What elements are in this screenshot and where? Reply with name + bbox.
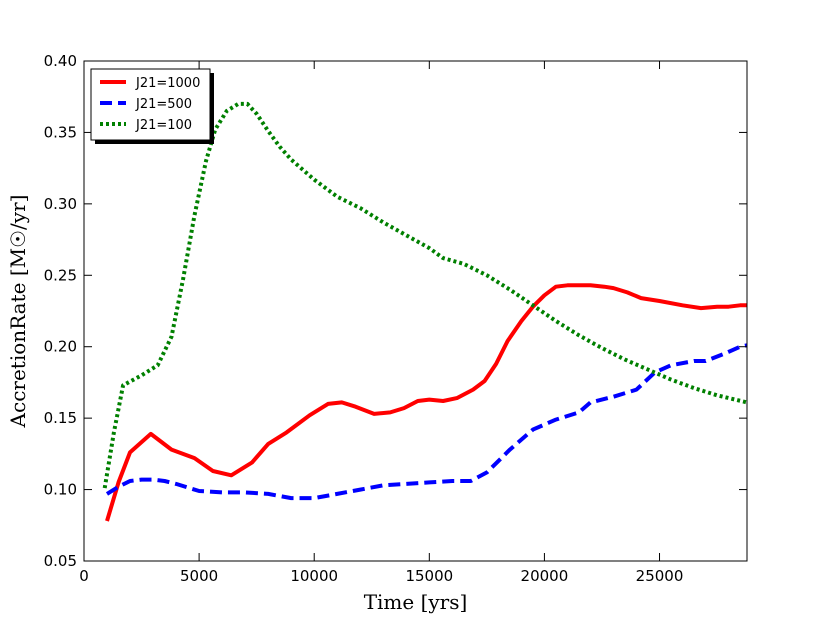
plot-frame <box>83 60 748 562</box>
x-tick-label: 5000 <box>180 567 218 585</box>
legend: J21=1000 J21=500 J21=100 <box>90 68 214 144</box>
y-tick-label: 0.30 <box>44 195 77 213</box>
x-tick-label: 20000 <box>521 567 569 585</box>
x-tick-label: 0 <box>79 567 89 585</box>
y-tick-label: 0.15 <box>44 409 77 427</box>
series-layer <box>102 101 747 522</box>
x-tick-label: 25000 <box>636 567 684 585</box>
y-tick-label: 0.40 <box>44 52 77 70</box>
series-line-j21-100 <box>102 101 747 489</box>
y-axis-label: AccretionRate [M☉/yr] <box>6 195 30 429</box>
legend-label: J21=100 <box>135 118 192 133</box>
y-tick-label: 0.05 <box>44 552 77 570</box>
ticks-layer: 0 5000 10000 15000 20000 25000 0.05 0.10 0.15 0.2… <box>44 52 747 585</box>
x-tick-label: 10000 <box>290 567 338 585</box>
y-tick-label: 0.35 <box>44 123 77 141</box>
legend-label: J21=1000 <box>135 76 200 91</box>
y-tick-label: 0.20 <box>44 338 77 356</box>
y-tick-label: 0.25 <box>44 266 77 284</box>
x-axis-label: Time [yrs] <box>364 590 468 614</box>
series-line-j21-500 <box>105 343 747 501</box>
series-line-j21-1000 <box>105 283 747 522</box>
y-tick-label: 0.10 <box>44 481 77 499</box>
x-tick-label: 15000 <box>405 567 453 585</box>
legend-label: J21=500 <box>135 97 192 112</box>
